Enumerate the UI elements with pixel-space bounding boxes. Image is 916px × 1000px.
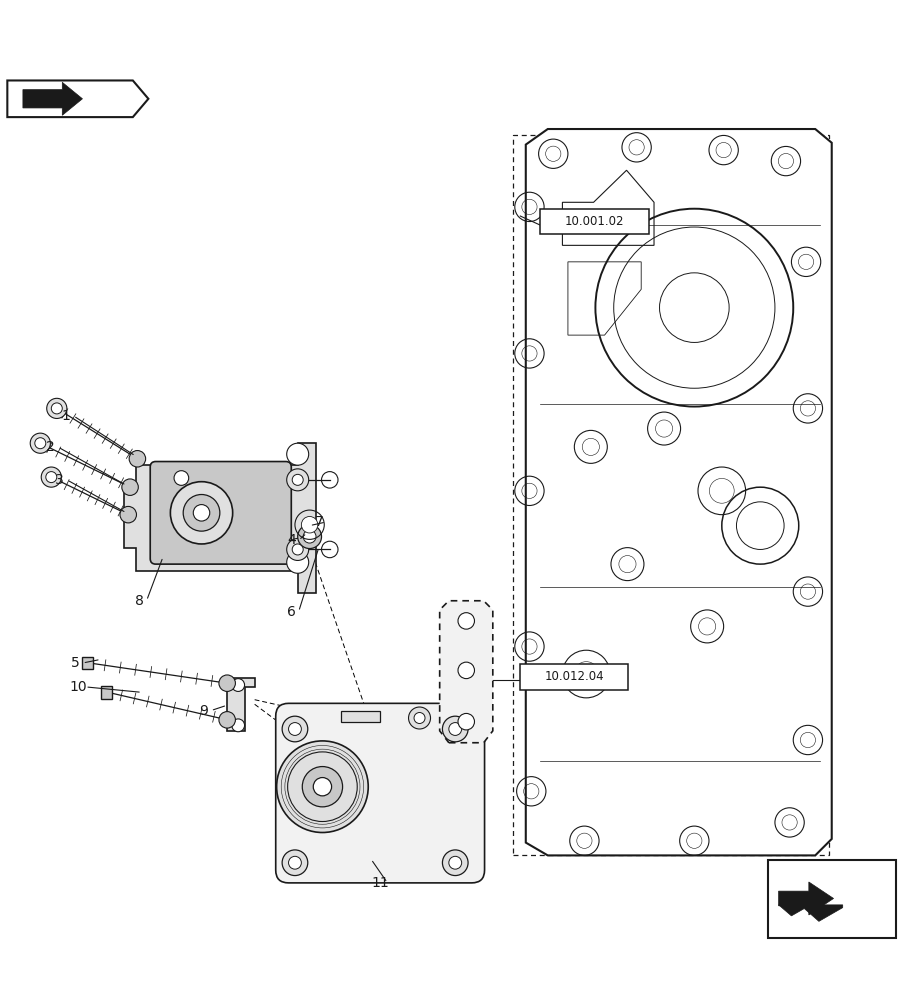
Circle shape (170, 482, 233, 544)
Text: 11: 11 (371, 876, 389, 890)
Circle shape (298, 525, 322, 549)
Polygon shape (440, 601, 493, 743)
Circle shape (348, 745, 440, 837)
Circle shape (51, 403, 62, 414)
Circle shape (458, 613, 474, 629)
Circle shape (364, 761, 424, 822)
Text: 9: 9 (199, 704, 208, 718)
Text: 10: 10 (69, 680, 87, 694)
Bar (768, 860, 896, 938)
Circle shape (120, 506, 136, 523)
Circle shape (442, 850, 468, 876)
Text: 3: 3 (55, 473, 64, 487)
Circle shape (313, 778, 332, 796)
Circle shape (414, 713, 425, 724)
Circle shape (302, 767, 343, 807)
Text: 10.001.02: 10.001.02 (565, 215, 624, 228)
Circle shape (380, 778, 408, 805)
Circle shape (449, 723, 462, 735)
Polygon shape (779, 882, 834, 915)
Circle shape (303, 530, 316, 543)
Circle shape (46, 472, 57, 483)
Circle shape (442, 716, 468, 742)
Circle shape (282, 850, 308, 876)
Circle shape (193, 505, 210, 521)
Circle shape (174, 471, 189, 485)
Polygon shape (7, 80, 148, 117)
Text: 4: 4 (287, 533, 296, 547)
Circle shape (287, 551, 309, 573)
Circle shape (47, 398, 67, 418)
Circle shape (277, 741, 368, 833)
Circle shape (282, 716, 308, 742)
Polygon shape (23, 82, 82, 115)
Text: 1: 1 (61, 409, 71, 423)
Circle shape (458, 662, 474, 679)
Polygon shape (526, 129, 832, 855)
Bar (520, 664, 628, 690)
Circle shape (292, 474, 303, 485)
Text: 2: 2 (46, 440, 55, 454)
Circle shape (458, 713, 474, 730)
Circle shape (219, 712, 235, 728)
Bar (540, 209, 649, 234)
Circle shape (288, 752, 357, 822)
Text: 8: 8 (135, 594, 144, 608)
Text: 5: 5 (71, 656, 80, 670)
Circle shape (336, 734, 452, 849)
Circle shape (30, 433, 50, 453)
Polygon shape (82, 657, 93, 669)
Text: 6: 6 (287, 605, 296, 619)
Circle shape (301, 516, 318, 533)
Circle shape (287, 443, 309, 465)
Circle shape (289, 856, 301, 869)
Circle shape (449, 856, 462, 869)
Circle shape (122, 479, 138, 495)
Bar (513, 135, 829, 855)
Polygon shape (341, 711, 380, 722)
FancyBboxPatch shape (276, 703, 485, 883)
Circle shape (409, 707, 431, 729)
Polygon shape (101, 686, 112, 699)
Text: 10.012.04: 10.012.04 (544, 670, 605, 683)
Circle shape (232, 679, 245, 691)
Circle shape (41, 467, 61, 487)
Circle shape (232, 719, 245, 732)
Circle shape (287, 538, 309, 560)
Circle shape (35, 438, 46, 449)
Circle shape (219, 675, 235, 691)
FancyBboxPatch shape (150, 462, 291, 564)
Polygon shape (124, 443, 316, 593)
Polygon shape (227, 678, 255, 731)
Circle shape (129, 451, 146, 467)
Circle shape (183, 495, 220, 531)
Circle shape (292, 544, 303, 555)
Polygon shape (779, 905, 843, 921)
Text: 7: 7 (314, 515, 323, 529)
Circle shape (287, 469, 309, 491)
Circle shape (289, 723, 301, 735)
